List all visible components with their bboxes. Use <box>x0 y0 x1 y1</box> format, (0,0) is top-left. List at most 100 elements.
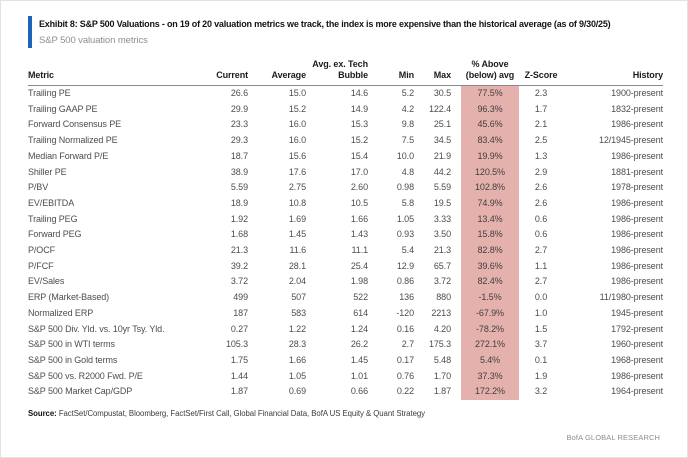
metric-cell: S&P 500 Div. Yld. vs. 10yr Tsy. Yld. <box>28 323 165 334</box>
avg-ex-tech-bubble-cell: 11.1 <box>351 245 369 256</box>
max-cell: 122.4 <box>428 103 451 114</box>
column-header-pct-above-below-avg: % Above (below) avg <box>461 59 519 86</box>
table-row: S&P 500 Market Cap/GDP 1.87 0.69 0.66 0.22 1.… <box>28 384 663 401</box>
min-cell: 0.86 <box>396 276 414 287</box>
metric-cell: Trailing GAAP PE <box>28 103 98 114</box>
history-cell: 1986-present <box>611 150 663 161</box>
current-cell: 187 <box>233 307 248 318</box>
spacer-cell <box>451 290 461 306</box>
average-cell: 11.6 <box>289 245 307 256</box>
max-cell: 880 <box>436 292 451 303</box>
min-cell: 0.76 <box>396 370 414 381</box>
metric-cell: S&P 500 in Gold terms <box>28 354 118 365</box>
spacer-cell <box>451 259 461 275</box>
table-row: P/FCF 39.2 28.1 25.4 12.9 65.7 39.6% 1.1 1986-pr… <box>28 258 663 275</box>
min-cell: 4.8 <box>401 166 414 177</box>
avg-ex-tech-bubble-cell: 1.45 <box>350 354 368 365</box>
z-score-cell: 1.1 <box>534 260 548 271</box>
exhibit-header: Exhibit 8: S&P 500 Valuations - on 19 of… <box>28 16 663 48</box>
current-cell: 39.2 <box>230 260 248 271</box>
pct-above-cell: -67.9% <box>461 305 519 322</box>
valuation-table: Metric Current Average Avg. ex. Tech Bubb… <box>28 59 663 401</box>
metric-cell: S&P 500 vs. R2000 Fwd. P/E <box>28 370 143 381</box>
z-score-cell: 2.9 <box>534 166 548 177</box>
z-score-cell: 2.7 <box>534 245 548 256</box>
pct-above-cell: 96.3% <box>461 101 519 118</box>
source-line: Source: FactSet/Compustat, Bloomberg, Fa… <box>28 409 661 418</box>
current-cell: 38.9 <box>230 166 248 177</box>
table-row: Normalized ERP 187 583 614 -120 2213 -67.9% 1.0… <box>28 305 663 322</box>
spacer-cell <box>451 149 461 165</box>
history-cell: 1960-present <box>611 339 663 350</box>
max-cell: 5.59 <box>433 182 451 193</box>
metric-cell: S&P 500 in WTI terms <box>28 339 115 350</box>
table-row: Trailing GAAP PE 29.9 15.2 14.9 4.2 122.4 96.3… <box>28 101 663 118</box>
source-label: Source: <box>28 409 57 419</box>
spacer-cell <box>451 243 461 259</box>
z-score-cell: 1.3 <box>534 150 548 161</box>
z-score-cell: 3.7 <box>534 339 548 350</box>
table-row: Forward Consensus PE 23.3 16.0 15.3 9.8 25.1 4… <box>28 117 663 134</box>
metric-cell: EV/Sales <box>28 276 65 287</box>
min-cell: 136 <box>399 292 414 303</box>
column-header-min: Min <box>368 59 414 86</box>
avg-ex-tech-bubble-cell: 522 <box>353 292 368 303</box>
current-cell: 18.7 <box>230 150 248 161</box>
table-row: Trailing PE 26.6 15.0 14.6 5.2 30.5 77.5% 2.3 19… <box>28 85 663 102</box>
current-cell: 105.3 <box>225 339 248 350</box>
metric-cell: ERP (Market-Based) <box>28 292 110 303</box>
spacer-cell <box>451 86 461 102</box>
current-cell: 1.44 <box>230 370 248 381</box>
avg-ex-tech-bubble-cell: 1.01 <box>350 370 368 381</box>
metric-cell: P/BV <box>28 182 49 193</box>
avg-ex-tech-bubble-cell: 15.4 <box>350 150 368 161</box>
pct-above-cell: 82.8% <box>461 243 519 259</box>
pct-above-cell: 272.1% <box>461 337 519 353</box>
pct-above-cell: -78.2% <box>461 321 519 338</box>
column-header-z-score: Z-Score <box>519 59 563 86</box>
max-cell: 1.87 <box>433 386 451 397</box>
current-cell: 1.75 <box>230 354 248 365</box>
metric-cell: Forward PEG <box>28 229 82 240</box>
average-cell: 15.2 <box>288 103 306 114</box>
source-text: FactSet/Compustat, Bloomberg, FactSet/Fi… <box>58 409 425 419</box>
max-cell: 34.5 <box>433 135 451 146</box>
average-cell: 28.3 <box>288 339 306 350</box>
column-header-avg-ex-tech-bubble: Avg. ex. Tech Bubble <box>306 59 368 86</box>
average-cell: 1.22 <box>288 323 306 334</box>
max-cell: 19.5 <box>433 197 451 208</box>
avg-ex-tech-bubble-cell: 10.5 <box>350 197 368 208</box>
history-cell: 11/1980-present <box>599 292 663 303</box>
max-cell: 2213 <box>431 307 451 318</box>
spacer-cell <box>451 353 461 369</box>
min-cell: 7.5 <box>401 135 414 146</box>
max-cell: 21.3 <box>433 245 451 256</box>
z-score-cell: 0.0 <box>534 292 548 303</box>
history-cell: 1986-present <box>611 197 663 208</box>
table-row: S&P 500 Div. Yld. vs. 10yr Tsy. Yld. 0.27… <box>28 321 663 338</box>
average-cell: 2.04 <box>288 276 306 287</box>
avg-ex-tech-bubble-cell: 1.43 <box>350 229 368 240</box>
table-row: S&P 500 vs. R2000 Fwd. P/E 1.44 1.05 1.01 0.… <box>28 368 663 385</box>
min-cell: 4.2 <box>401 103 414 114</box>
z-score-cell: 2.3 <box>534 88 548 98</box>
avg-ex-tech-bubble-cell: 2.60 <box>350 182 368 193</box>
min-cell: 12.9 <box>396 260 414 271</box>
table-row: P/OCF 21.3 11.6 11.1 5.4 21.3 82.8% 2.7 1986-pre… <box>28 243 663 259</box>
history-cell: 1986-present <box>611 119 663 130</box>
table-row: EV/EBITDA 18.9 10.8 10.5 5.8 19.5 74.9% 2.6 1986… <box>28 195 663 212</box>
max-cell: 65.7 <box>433 260 451 271</box>
history-cell: 1945-present <box>611 307 663 318</box>
average-cell: 1.69 <box>288 213 306 224</box>
spacer-cell <box>451 165 461 181</box>
min-cell: 0.16 <box>396 323 414 334</box>
spacer-cell <box>451 227 461 243</box>
z-score-cell: 2.6 <box>534 197 548 208</box>
z-score-cell: 2.5 <box>534 135 548 146</box>
table-row: Trailing Normalized PE 29.3 16.0 15.2 7.5 34.… <box>28 133 663 149</box>
z-score-cell: 1.5 <box>534 323 548 334</box>
column-header-max: Max <box>414 59 451 86</box>
history-cell: 1900-present <box>611 88 663 98</box>
average-cell: 17.6 <box>288 166 306 177</box>
z-score-cell: 3.2 <box>534 386 548 397</box>
